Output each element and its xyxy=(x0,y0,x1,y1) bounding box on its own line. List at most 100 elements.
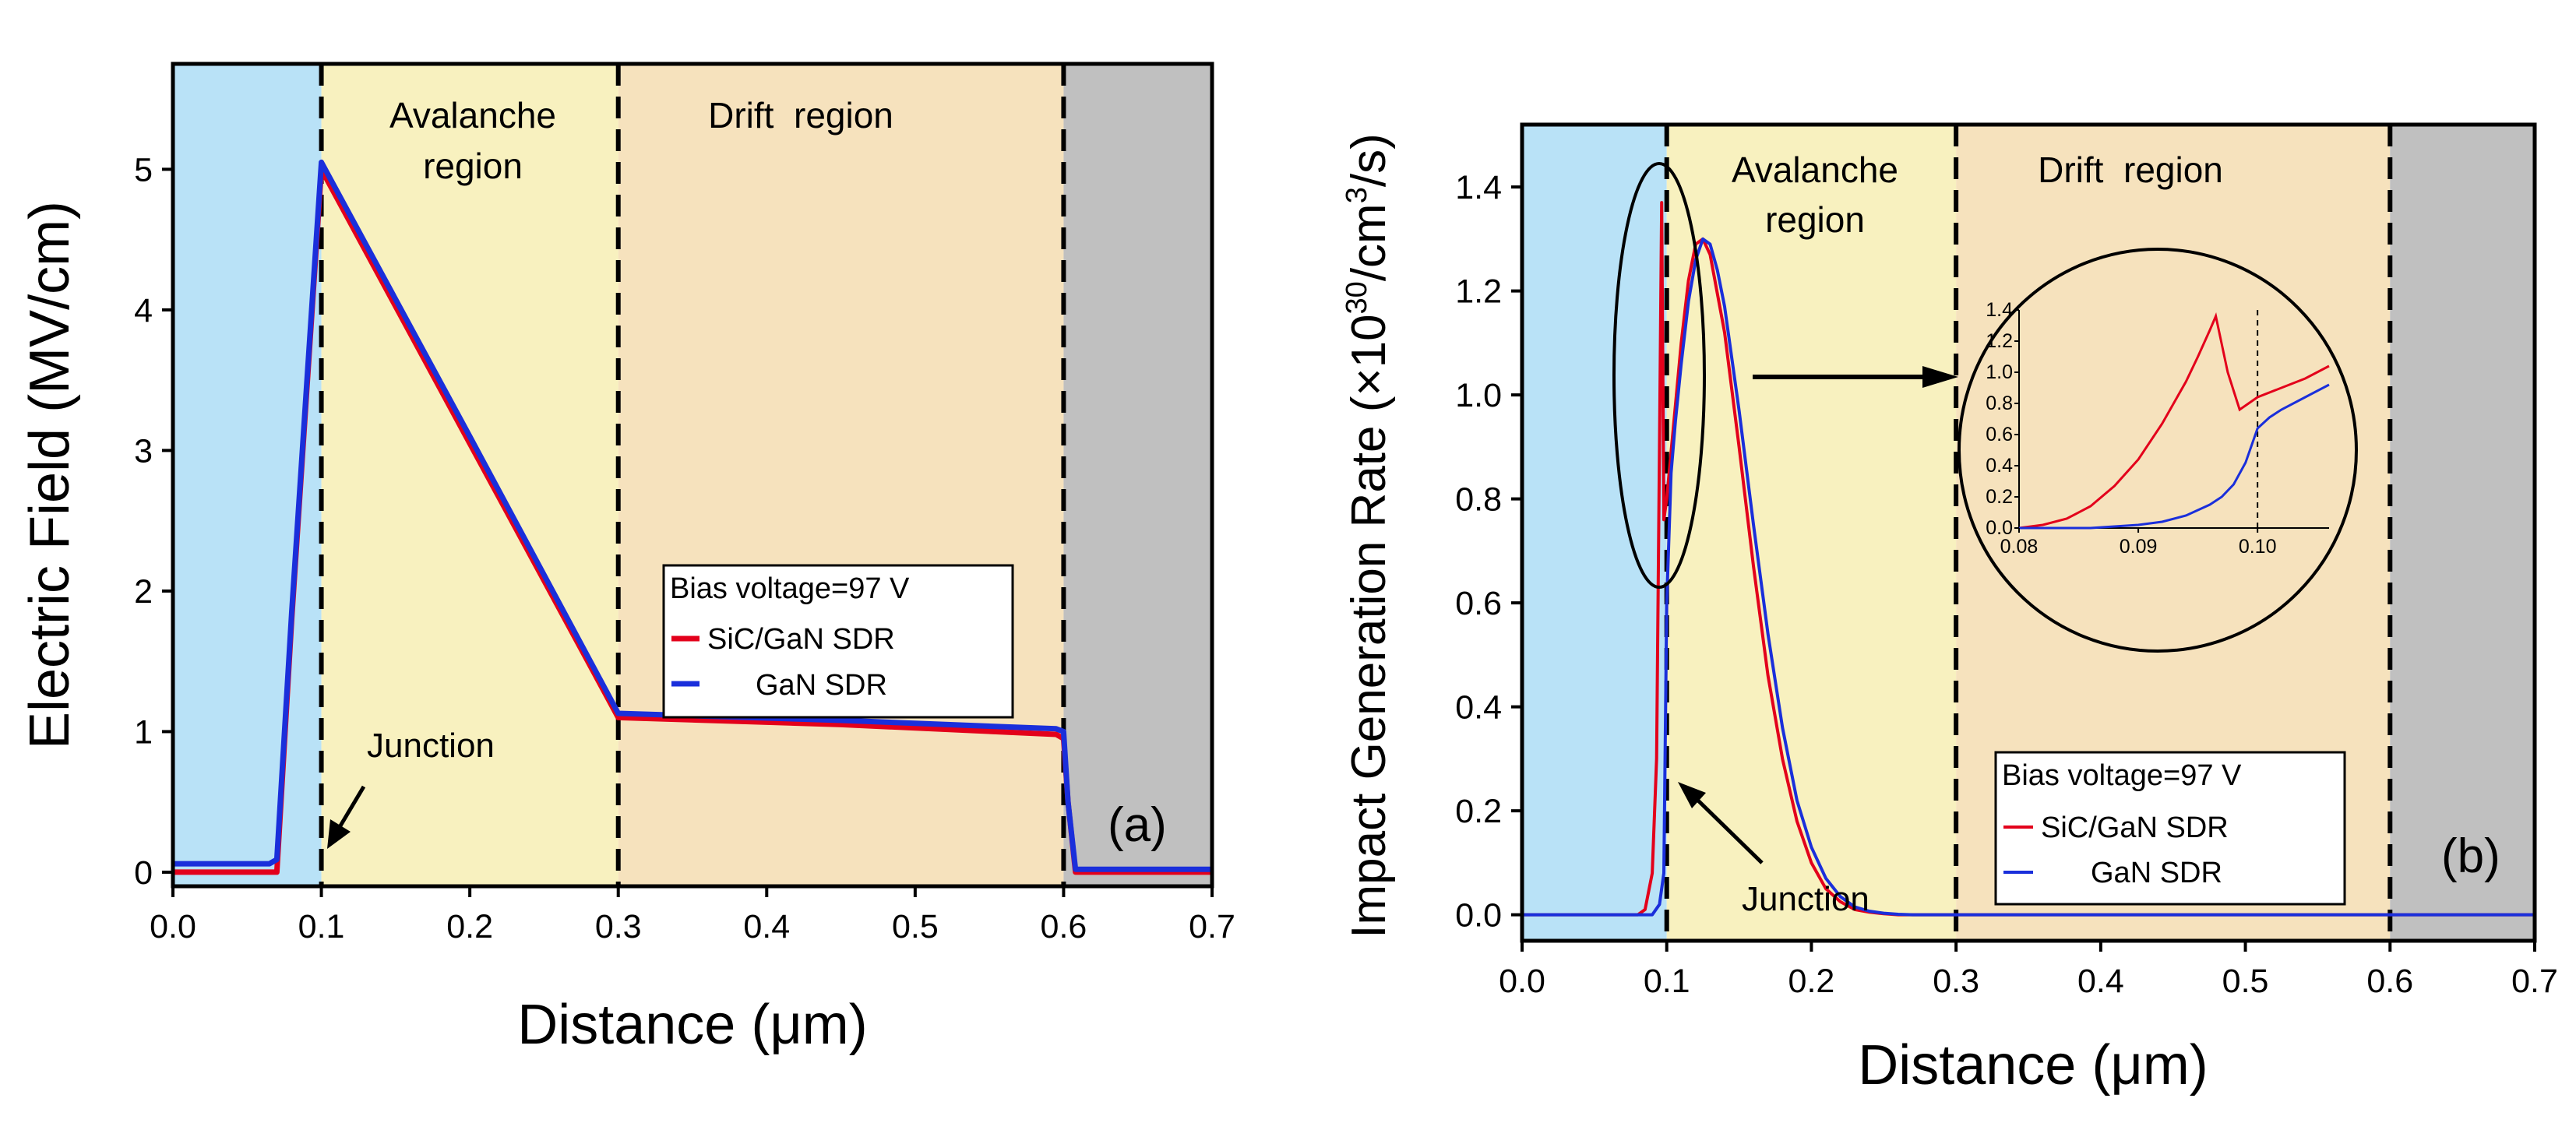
panel-b-x-ticks: 0.0 0.1 0.2 0.3 0.4 0.5 0.6 0.7 xyxy=(1499,941,2558,1000)
panel-a-series-line-1 xyxy=(173,159,1212,872)
panel-b-inset-arrowhead xyxy=(1922,366,1958,388)
inset-y-tick-label-4: 0.8 xyxy=(1986,393,2013,414)
panel-b-x-tick-label-5: 0.5 xyxy=(2222,963,2269,1000)
panel-a-x-tick-label-2: 0.2 xyxy=(446,908,493,945)
panel-b-junction-annotation: Junction xyxy=(1678,782,1869,918)
panel-a-region-backgrounds xyxy=(173,64,1212,886)
panel-b-legend-entry-sic-gan: SiC/GaN SDR xyxy=(2041,811,2229,844)
panel-b-inset-content: 0.0 0.2 0.4 0.6 0.8 1.0 1.2 1.4 0.08 0.09 0.10 xyxy=(1986,299,2330,558)
panel-b-highlight-ellipse xyxy=(1612,162,1706,589)
inset-series-line-1 xyxy=(2019,383,2330,530)
panel-b-x-tick-label-2: 0.2 xyxy=(1788,963,1835,1000)
panel-a-x-axis-label: Distance (μm) xyxy=(517,994,868,1056)
panel-a-y-tick-label-0: 0 xyxy=(134,854,153,892)
panel-a-y-tick-label-5: 5 xyxy=(134,151,153,188)
panel-b-chart: 0.0 0.1 0.2 0.3 0.4 0.5 0.6 0.7 0.0 0.2 0.4 0.6 0.8… xyxy=(1341,122,2558,1097)
inset-y-tick-label-1: 0.2 xyxy=(1986,486,2013,508)
panel-b-inset-ellipse xyxy=(1958,248,2358,653)
panel-b-y-tick-label-5: 1.0 xyxy=(1455,377,1502,414)
panel-a-y-axis-label: Electric Field (MV/cm) xyxy=(19,201,81,749)
panel-b-legend: Bias voltage=97 V SiC/GaN SDR GaN SDR xyxy=(1994,751,2346,906)
panel-b-panel-label: (b) xyxy=(2441,829,2500,883)
panel-b-y-tick-label-6: 1.2 xyxy=(1455,273,1502,311)
inset-y-tick-label-3: 0.6 xyxy=(1986,424,2013,445)
panel-b-junction-arrowhead xyxy=(1678,782,1706,808)
inset-y-tick-label-0: 0.0 xyxy=(1986,517,2013,539)
panel-a-x-tick-label-3: 0.3 xyxy=(595,908,642,945)
panel-a-junction-annotation: Junction xyxy=(327,727,495,849)
panel-b-y-ticks: 0.0 0.2 0.4 0.6 0.8 1.0 1.2 1.4 xyxy=(1455,169,1522,935)
panel-a-plot-frame xyxy=(171,62,1214,889)
panel-a-x-tick-label-7: 0.7 xyxy=(1189,908,1235,945)
inset-x-tick-label-2: 0.10 xyxy=(2239,536,2277,558)
inset-series-line-0 xyxy=(2018,312,2330,530)
inset-x-tick-label-1: 0.09 xyxy=(2120,536,2158,558)
panel-a-x-tick-label-1: 0.1 xyxy=(298,908,345,945)
panel-b-x-axis-label: Distance (μm) xyxy=(1858,1034,2208,1097)
panel-a-region-2 xyxy=(618,64,1064,886)
panel-b-x-tick-label-1: 0.1 xyxy=(1644,963,1690,1000)
panel-b-legend-box xyxy=(1994,751,2346,906)
panel-a-region-label-avalanche-1: Avalanche xyxy=(389,95,556,136)
panel-b-x-tick-label-7: 0.7 xyxy=(2511,963,2558,1000)
panel-a-legend-title: Bias voltage=97 V xyxy=(670,572,910,605)
panel-b-y-axis-label: Impact Generation Rate (×1030/cm3/s) xyxy=(1341,133,1396,938)
inset-y-tick-label-5: 1.0 xyxy=(1986,361,2013,383)
panel-b-region-0 xyxy=(1522,125,1667,941)
panel-a-legend: Bias voltage=97 V SiC/GaN SDR GaN SDR xyxy=(662,564,1014,719)
panel-b-region-label-avalanche-2: region xyxy=(1765,199,1865,240)
panel-a-junction-label: Junction xyxy=(367,727,495,765)
panel-b-x-tick-label-3: 0.3 xyxy=(1933,963,1979,1000)
panel-b-legend-title: Bias voltage=97 V xyxy=(2002,759,2242,792)
panel-a-x-tick-label-5: 0.5 xyxy=(892,908,939,945)
inset-y-tick-label-7: 1.4 xyxy=(1986,299,2013,321)
panel-a-panel-label: (a) xyxy=(1108,798,1167,852)
panel-b-series xyxy=(1522,201,2535,917)
panel-a-legend-entry-sic-gan: SiC/GaN SDR xyxy=(707,623,895,656)
panel-b-y-axis-label-part2: /cm xyxy=(1342,203,1396,281)
panel-b-region-boundaries xyxy=(1664,125,2393,941)
panel-b-y-axis-label-sup1: 30 xyxy=(1341,281,1373,314)
panel-a-y-ticks: 0 1 2 3 4 5 xyxy=(134,151,173,892)
panel-a-y-tick-label-1: 1 xyxy=(134,713,153,751)
panel-a-x-tick-label-6: 0.6 xyxy=(1041,908,1087,945)
panel-b-inset: 0.0 0.2 0.4 0.6 0.8 1.0 1.2 1.4 0.08 0.09 0.10 xyxy=(1958,248,2358,653)
panel-b-series-line-1 xyxy=(1522,237,2535,917)
panel-b-y-tick-label-0: 0.0 xyxy=(1455,897,1502,935)
panel-a-chart: 0.0 0.1 0.2 0.3 0.4 0.5 0.6 0.7 0 1 2 3 4 5 Avalanch… xyxy=(19,62,1235,1056)
panel-a-series xyxy=(173,159,1212,875)
panel-a-region-1 xyxy=(321,64,618,886)
inset-y-tick-label-2: 0.4 xyxy=(1986,455,2013,477)
inset-x-tick-label-0: 0.08 xyxy=(2000,536,2039,558)
panel-a-y-tick-label-4: 4 xyxy=(134,292,153,329)
panel-b-y-tick-label-7: 1.4 xyxy=(1455,169,1502,206)
panel-a-region-label-drift: Drift region xyxy=(708,95,893,136)
panel-b-legend-entry-gan: GaN SDR xyxy=(2091,857,2222,889)
panel-b-y-axis-label-part3: /s) xyxy=(1342,133,1396,187)
panel-a-x-tick-label-4: 0.4 xyxy=(743,908,790,945)
panel-b-region-label-avalanche-1: Avalanche xyxy=(1732,150,1898,190)
panel-b-x-tick-label-6: 0.6 xyxy=(2366,963,2413,1000)
panel-b-y-tick-label-4: 0.8 xyxy=(1455,481,1502,519)
panel-b-y-tick-label-1: 0.2 xyxy=(1455,793,1502,830)
panel-a-region-0 xyxy=(173,64,322,886)
panel-b-plot-frame xyxy=(1520,122,2537,943)
panel-b-y-axis-label-sup2: 3 xyxy=(1341,187,1373,203)
panel-a-y-tick-label-2: 2 xyxy=(134,573,153,611)
panel-b-x-tick-label-4: 0.4 xyxy=(2077,963,2124,1000)
panel-b-y-tick-label-2: 0.4 xyxy=(1455,689,1502,727)
panel-a-legend-entry-gan: GaN SDR xyxy=(756,669,887,702)
panel-a-y-tick-label-3: 3 xyxy=(134,432,153,470)
panel-a-legend-box xyxy=(662,564,1014,719)
panel-b-junction-arrow-line xyxy=(1695,797,1764,864)
panel-a-junction-arrowhead xyxy=(327,819,351,849)
panel-a-region-3 xyxy=(1063,64,1212,886)
panel-a-x-tick-label-0: 0.0 xyxy=(150,908,196,945)
panel-b-junction-label: Junction xyxy=(1742,880,1869,918)
panel-b-y-tick-label-3: 0.6 xyxy=(1455,585,1502,622)
panel-b-x-tick-label-0: 0.0 xyxy=(1499,963,1545,1000)
panel-a-region-label-avalanche-2: region xyxy=(423,146,523,186)
panel-a-junction-arrow-line xyxy=(337,785,366,829)
panel-a-x-ticks: 0.0 0.1 0.2 0.3 0.4 0.5 0.6 0.7 xyxy=(150,886,1235,945)
